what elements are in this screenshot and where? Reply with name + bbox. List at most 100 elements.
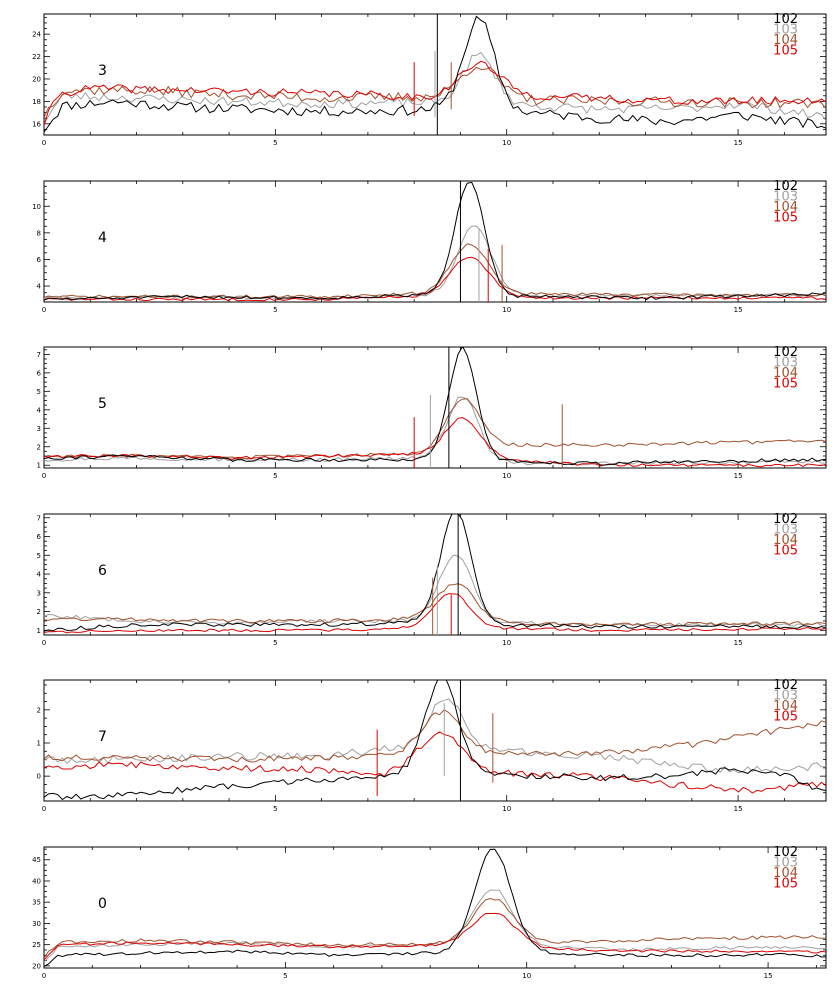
y-tick-label: 22: [32, 53, 41, 61]
x-tick-label: 10: [502, 472, 511, 480]
legend-entry-104: 104: [773, 200, 798, 215]
series-line-103: [44, 554, 826, 627]
legend-entry-103: 103: [773, 190, 798, 205]
x-tick-label: 0: [42, 472, 46, 480]
series-line-102: [44, 680, 826, 801]
axes-frame: [43, 180, 827, 303]
panel-label: 6: [98, 563, 107, 579]
x-tick-label: 0: [42, 139, 46, 147]
series-line-104: [44, 897, 826, 959]
legend-entry-105: 105: [773, 44, 798, 59]
y-tick-label: 1: [37, 462, 41, 470]
legend-entry-102: 102: [773, 345, 798, 360]
y-tick-label: 4: [37, 571, 42, 579]
legend-entry-102: 102: [773, 12, 798, 27]
legend-entry-103: 103: [773, 356, 798, 371]
panel-label: 4: [98, 230, 107, 246]
series-line-104: [44, 243, 826, 299]
y-tick-label: 45: [32, 856, 41, 864]
y-tick-label: 30: [32, 920, 41, 928]
x-tick-label: 10: [522, 972, 531, 980]
series-line-103: [44, 396, 826, 466]
legend-entry-102: 102: [773, 512, 798, 527]
y-tick-label: 5: [37, 552, 41, 560]
x-tick-label: 5: [273, 472, 277, 480]
y-tick-label: 4: [37, 283, 42, 291]
x-tick-label: 15: [734, 805, 743, 813]
legend-entry-105: 105: [773, 377, 798, 392]
y-tick-label: 8: [37, 229, 41, 237]
x-tick-label: 5: [273, 306, 277, 314]
legend-entry-102: 102: [773, 179, 798, 194]
axes-frame: [43, 13, 827, 136]
series-line-102: [44, 181, 826, 301]
y-tick-label: 20: [32, 75, 41, 83]
y-tick-label: 3: [37, 589, 41, 597]
legend-entry-103: 103: [773, 523, 798, 538]
axes-frame: [43, 679, 827, 802]
panel-label: 0: [98, 896, 107, 912]
x-tick-label: 0: [42, 972, 46, 980]
series-line-104: [44, 709, 826, 763]
y-tick-label: 7: [37, 351, 41, 359]
x-tick-label: 5: [273, 139, 277, 147]
series-line-102: [44, 347, 826, 466]
y-tick-label: 0: [37, 773, 41, 781]
x-tick-label: 0: [42, 306, 46, 314]
series-line-105: [44, 593, 826, 634]
legend-entry-105: 105: [773, 544, 798, 559]
series-line-105: [44, 256, 826, 302]
x-tick-label: 5: [273, 805, 277, 813]
y-tick-label: 24: [32, 31, 41, 39]
x-tick-label: 10: [502, 805, 511, 813]
x-tick-label: 10: [502, 639, 511, 647]
legend-entry-105: 105: [773, 710, 798, 725]
series-line-103: [44, 698, 826, 774]
x-tick-label: 15: [734, 472, 743, 480]
legend-entry-104: 104: [773, 699, 798, 714]
legend-entry-103: 103: [773, 23, 798, 38]
series-line-105: [44, 731, 826, 794]
y-tick-label: 16: [32, 120, 41, 128]
x-tick-label: 10: [502, 139, 511, 147]
series-line-104: [44, 583, 826, 627]
y-tick-label: 18: [32, 98, 41, 106]
y-tick-label: 1: [37, 739, 41, 747]
y-tick-label: 4: [37, 406, 42, 414]
y-tick-label: 40: [32, 877, 41, 885]
legend-entry-105: 105: [773, 211, 798, 226]
panel-label: 5: [98, 396, 107, 412]
y-tick-label: 2: [37, 706, 41, 714]
legend-entry-104: 104: [773, 33, 798, 48]
x-tick-label: 0: [42, 805, 46, 813]
x-tick-label: 15: [734, 306, 743, 314]
series-line-102: [44, 848, 826, 967]
x-tick-label: 15: [734, 639, 743, 647]
series-line-103: [44, 225, 826, 300]
axes-frame: [43, 513, 827, 636]
legend-entry-102: 102: [773, 678, 798, 693]
legend-entry-105: 105: [773, 877, 798, 892]
x-tick-label: 15: [764, 972, 773, 980]
y-tick-label: 7: [37, 514, 41, 522]
y-tick-label: 6: [37, 369, 42, 377]
axes-frame: [43, 346, 827, 469]
panel-label: 7: [98, 729, 107, 745]
legend-entry-104: 104: [773, 533, 798, 548]
y-tick-label: 5: [37, 388, 41, 396]
y-tick-label: 6: [37, 533, 42, 541]
x-tick-label: 15: [734, 139, 743, 147]
series-line-102: [44, 514, 826, 632]
x-tick-label: 10: [502, 306, 511, 314]
y-tick-label: 2: [37, 443, 41, 451]
y-tick-label: 25: [32, 941, 41, 949]
legend-entry-104: 104: [773, 866, 798, 881]
y-tick-label: 1: [37, 627, 41, 635]
